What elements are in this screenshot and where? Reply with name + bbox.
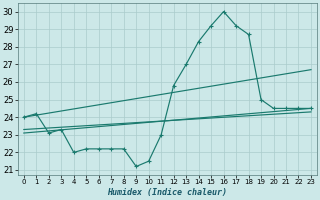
X-axis label: Humidex (Indice chaleur): Humidex (Indice chaleur) bbox=[108, 188, 228, 197]
